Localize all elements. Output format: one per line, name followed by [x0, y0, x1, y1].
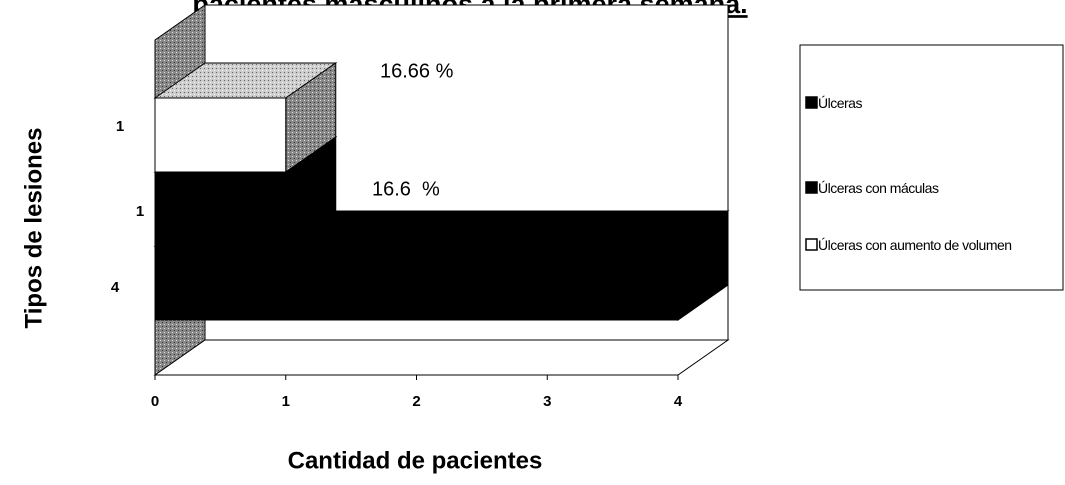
legend-label: Úlceras con aumento de volumen: [818, 237, 1012, 253]
legend-swatch: [805, 238, 818, 251]
value-label: 1: [116, 118, 124, 135]
bar-front: [154, 171, 287, 247]
annotation: 16.6 %: [372, 178, 440, 200]
x-tick-label: 2: [412, 393, 420, 410]
y-axis-label: Tipos de lesiones: [20, 128, 47, 329]
x-tick-label: 4: [674, 393, 683, 410]
bar: [153, 62, 338, 173]
legend-entry: Úlceras con máculas: [818, 180, 939, 196]
legend: [799, 44, 1064, 291]
bar-front: [154, 97, 287, 173]
legend-entry: Úlceras: [818, 95, 862, 111]
value-label: 1: [136, 203, 144, 220]
x-tick-label: 1: [282, 393, 290, 410]
legend-label: Úlceras con máculas: [818, 180, 939, 196]
legend-swatch: [805, 181, 818, 194]
x-axis-label: Cantidad de pacientes: [288, 447, 543, 474]
x-tick-label: 3: [543, 393, 551, 410]
legend-label: Úlceras: [818, 95, 862, 111]
bar: [153, 210, 730, 321]
legend-entry: Úlceras con aumento de volumen: [818, 237, 1012, 253]
bar-front: [154, 245, 679, 321]
annotation: 16.66 %: [380, 60, 454, 82]
floor: [153, 339, 730, 376]
legend-swatch: [805, 96, 818, 109]
value-label: 4: [111, 279, 120, 296]
x-tick-label: 0: [151, 393, 159, 410]
